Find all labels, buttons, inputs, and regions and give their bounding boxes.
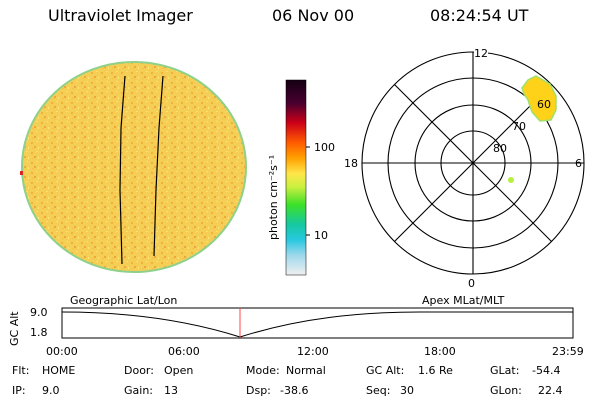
track-x-tick-0000: 00:00 <box>46 345 78 358</box>
meridian-line-2 <box>153 75 164 257</box>
meridian-line-1 <box>119 75 126 265</box>
mlt-label-12: 12 <box>474 47 488 60</box>
status-seq-value: 30 <box>400 384 414 397</box>
colorbar-tick-label-10: 10 <box>314 229 328 242</box>
mlt-label-6: 6 <box>575 157 582 170</box>
status-door-key: Door: <box>124 364 154 377</box>
status-mode-value: Normal <box>286 364 326 377</box>
status-dsp-key: Dsp: <box>246 384 271 397</box>
date-label: 06 Nov 00 <box>272 6 355 25</box>
instrument-title: Ultraviolet Imager <box>48 6 193 25</box>
aurora-spot <box>508 177 514 183</box>
track-right-title: Apex MLat/MLT <box>422 294 505 307</box>
colorbar-gradient <box>285 79 307 276</box>
status-glon-key: GLon: <box>490 384 522 397</box>
status-gain-key: Gain: <box>124 384 153 397</box>
altitude-curve <box>61 311 573 338</box>
colorbar-tick-label-100: 100 <box>314 141 335 154</box>
track-x-tick-0600: 06:00 <box>168 345 200 358</box>
status-ip-value: 9.0 <box>42 384 60 397</box>
status-glat-value: -54.4 <box>532 364 561 377</box>
mlt-label-18: 18 <box>344 157 358 170</box>
status-flt-key: Flt: <box>12 364 30 377</box>
track-x-tick-1800: 18:00 <box>424 345 456 358</box>
status-gcalt-value: 1.6 Re <box>418 364 453 377</box>
status-seq-key: Seq: <box>366 384 391 397</box>
mlat-label-70: 70 <box>512 120 526 133</box>
status-gcalt-key: GC Alt: <box>366 364 405 377</box>
status-glat-key: GLat: <box>490 364 520 377</box>
track-y-tick-bottom: 1.8 <box>30 326 48 339</box>
aurora-blob <box>521 75 557 122</box>
mlat-label-60: 60 <box>537 98 551 111</box>
colorbar <box>285 79 310 276</box>
status-ip-key: IP: <box>12 384 26 397</box>
disk-body <box>21 61 247 273</box>
status-dsp-value: -38.6 <box>280 384 309 397</box>
status-gain-value: 13 <box>164 384 178 397</box>
track-x-tick-2359: 23:59 <box>552 345 584 358</box>
status-mode-key: Mode: <box>246 364 280 377</box>
track-left-title: Geographic Lat/Lon <box>70 294 178 307</box>
status-glon-value: 22.4 <box>538 384 563 397</box>
mlat-label-80: 80 <box>493 142 507 155</box>
status-door-value: Open <box>164 364 194 377</box>
time-label: 08:24:54 UT <box>430 6 529 25</box>
status-flt-value: HOME <box>42 364 76 377</box>
mlt-label-0: 0 <box>468 277 475 290</box>
polar-diagonal-2 <box>394 84 552 242</box>
track-x-tick-1200: 12:00 <box>297 345 329 358</box>
track-y-tick-top: 9.0 <box>30 306 48 319</box>
track-frame <box>61 307 574 339</box>
disk-edge-mark <box>20 171 23 175</box>
